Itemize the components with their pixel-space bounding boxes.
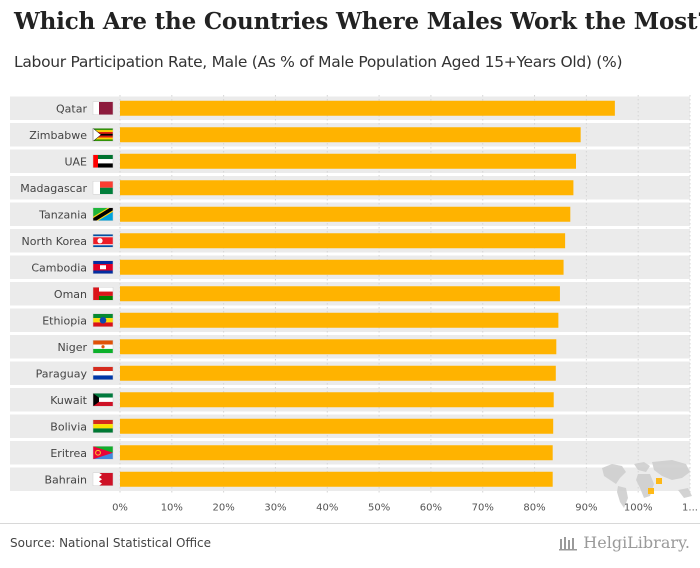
category-label: Bolivia [50,420,87,433]
flag-niger-icon [92,340,114,354]
bar-bolivia[interactable] [120,418,554,434]
category-label: North Korea [22,235,87,248]
bar-uae[interactable] [120,153,576,169]
flag-bolivia-icon [92,419,114,433]
flag-tanzania-icon [92,207,114,221]
bar-niger[interactable] [120,339,557,355]
library-icon [559,536,578,550]
category-label: Cambodia [31,261,87,274]
flag-ethiopia-icon [92,313,114,327]
bars [120,100,615,487]
category-label: Niger [57,341,87,354]
bar-bahrain[interactable] [120,471,553,487]
category-label: Zimbabwe [29,129,87,142]
bar-north-korea[interactable] [120,233,566,249]
flag-cambodia-icon [92,260,114,274]
bar-eritrea[interactable] [120,445,553,461]
chart-title: Which Are the Countries Where Males Work… [14,8,700,35]
logo-text: HelgiLibrary. [583,533,690,552]
flag-madagascar-icon [92,181,114,195]
flag-qatar-icon [92,101,114,115]
category-label: Oman [54,288,87,301]
x-tick-label: 60% [420,503,442,514]
category-label: Tanzania [38,208,87,221]
bar-tanzania[interactable] [120,206,571,222]
category-label: Ethiopia [42,314,87,327]
world-map-watermark [602,460,692,508]
category-label: Qatar [56,102,87,115]
bar-cambodia[interactable] [120,259,564,275]
category-label: Madagascar [20,182,87,195]
flag-bahrain-icon [92,472,114,486]
x-tick-label: 100% [624,503,653,514]
x-tick-label: 0% [112,503,128,514]
flag-paraguay-icon [92,366,114,380]
flag-oman-icon [92,287,114,301]
bar-oman[interactable] [120,286,560,302]
category-label: Eritrea [50,447,87,460]
source-note: Source: National Statistical Office [10,536,212,550]
x-tick-label: 10% [161,503,183,514]
bar-qatar[interactable] [120,100,615,116]
x-tick-label: 20% [213,503,235,514]
bar-ethiopia[interactable] [120,312,559,328]
x-tick-label: 80% [523,503,545,514]
chart-subtitle: Labour Participation Rate, Male (As % of… [14,53,623,71]
category-label: UAE [64,155,87,168]
flag-eritrea-icon [92,446,114,460]
flag-kuwait-icon [92,393,114,407]
x-axis-ticks: 0% 10% 20% 30% 40% 50% 60% 70% 80% 90% 100% 1... [112,503,698,514]
category-label: Kuwait [50,394,87,407]
bar-zimbabwe[interactable] [120,127,581,143]
bar-chart: Qatar Zimbabwe UAE Madagascar Tanzania North … [10,95,698,514]
category-label: Paraguay [36,367,88,380]
bar-paraguay[interactable] [120,365,556,381]
bar-madagascar[interactable] [120,180,574,196]
x-tick-label: 1... [682,503,698,514]
helgilibrary-logo[interactable]: HelgiLibrary. [559,533,690,552]
category-labels: Qatar Zimbabwe UAE Madagascar Tanzania North … [20,101,114,486]
x-tick-label: 70% [472,503,494,514]
flag-uae-icon [92,154,114,168]
x-tick-label: 30% [264,503,286,514]
category-label: Bahrain [44,473,87,486]
x-tick-label: 90% [575,503,597,514]
flag-zimbabwe-icon [92,127,114,142]
bar-kuwait[interactable] [120,392,554,408]
x-tick-label: 50% [368,503,390,514]
x-tick-label: 40% [316,503,338,514]
footer-divider [0,523,700,524]
flag-north-korea-icon [92,234,114,248]
